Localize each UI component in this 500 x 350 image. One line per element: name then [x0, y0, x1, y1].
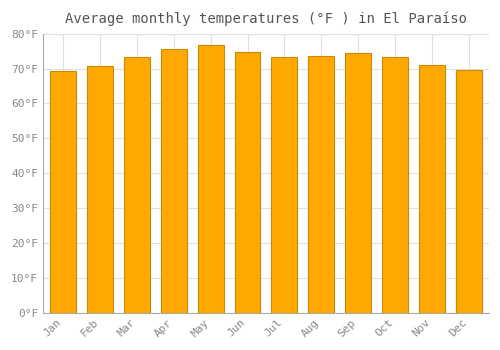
Bar	[272, 57, 297, 313]
Bar	[234, 52, 260, 313]
Bar	[124, 57, 150, 313]
Bar	[345, 53, 371, 313]
Title: Average monthly temperatures (°F ) in El Paraíso: Average monthly temperatures (°F ) in El…	[65, 11, 467, 26]
Bar	[198, 45, 224, 313]
Bar	[419, 65, 444, 313]
Bar	[382, 57, 408, 313]
Bar	[161, 49, 186, 313]
Bar	[87, 66, 113, 313]
Bar	[456, 70, 481, 313]
Bar	[50, 71, 76, 313]
Bar	[308, 56, 334, 313]
